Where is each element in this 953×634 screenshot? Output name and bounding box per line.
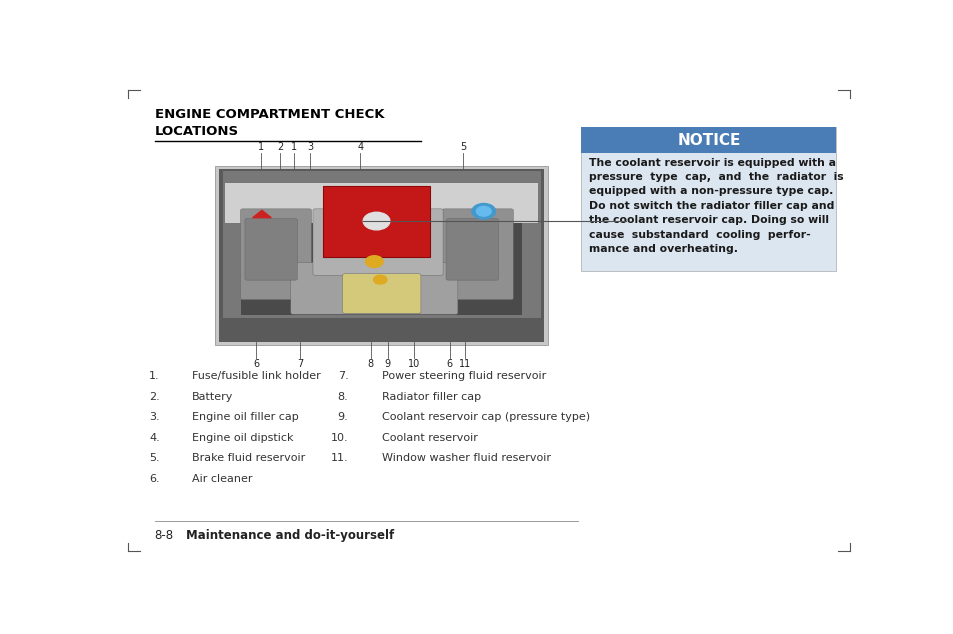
Text: Brake fluid reservoir: Brake fluid reservoir (192, 453, 305, 463)
FancyBboxPatch shape (240, 209, 311, 300)
Text: 5: 5 (459, 142, 466, 152)
FancyBboxPatch shape (241, 183, 521, 315)
Text: 9: 9 (384, 359, 391, 369)
Text: 4.: 4. (149, 433, 160, 443)
Text: 6: 6 (446, 359, 453, 369)
Text: Power steering fluid reservoir: Power steering fluid reservoir (381, 372, 545, 382)
Circle shape (365, 256, 383, 268)
FancyBboxPatch shape (313, 209, 442, 275)
FancyBboxPatch shape (222, 171, 540, 318)
Text: 1: 1 (291, 142, 297, 152)
FancyBboxPatch shape (580, 127, 836, 271)
Text: Coolant reservoir: Coolant reservoir (381, 433, 477, 443)
FancyBboxPatch shape (219, 169, 544, 342)
Text: 7.: 7. (337, 372, 348, 382)
Circle shape (476, 207, 491, 216)
Text: 11: 11 (458, 359, 471, 369)
Circle shape (374, 275, 387, 284)
FancyBboxPatch shape (322, 186, 429, 257)
Text: Coolant reservoir cap (pressure type): Coolant reservoir cap (pressure type) (381, 413, 589, 422)
Text: Engine oil filler cap: Engine oil filler cap (192, 413, 298, 422)
Text: 5.: 5. (149, 453, 160, 463)
Text: Air cleaner: Air cleaner (192, 474, 252, 484)
FancyBboxPatch shape (291, 262, 457, 314)
FancyBboxPatch shape (446, 219, 498, 280)
Text: The coolant reservoir is equipped with a
pressure  type  cap,  and  the  radiato: The coolant reservoir is equipped with a… (588, 158, 842, 254)
Circle shape (363, 212, 390, 230)
Text: 2.: 2. (149, 392, 160, 402)
Text: Window washer fluid reservoir: Window washer fluid reservoir (381, 453, 550, 463)
Text: 10: 10 (408, 359, 420, 369)
Text: 7: 7 (297, 359, 303, 369)
FancyArrow shape (253, 210, 271, 217)
Text: 8.: 8. (337, 392, 348, 402)
Text: 1: 1 (258, 142, 264, 152)
FancyBboxPatch shape (442, 209, 513, 300)
Circle shape (472, 204, 495, 219)
FancyBboxPatch shape (215, 166, 547, 345)
Text: NOTICE: NOTICE (677, 133, 740, 148)
Text: 10.: 10. (331, 433, 348, 443)
Text: 8: 8 (367, 359, 374, 369)
Text: 4: 4 (356, 142, 363, 152)
Text: 8-8: 8-8 (154, 529, 173, 542)
FancyBboxPatch shape (245, 219, 297, 280)
Text: 2: 2 (277, 142, 283, 152)
Text: 6.: 6. (149, 474, 160, 484)
FancyBboxPatch shape (225, 183, 537, 223)
Text: Radiator filler cap: Radiator filler cap (381, 392, 480, 402)
FancyBboxPatch shape (342, 274, 420, 313)
Text: Maintenance and do-it-yourself: Maintenance and do-it-yourself (186, 529, 394, 542)
Text: Battery: Battery (192, 392, 233, 402)
FancyBboxPatch shape (580, 127, 836, 153)
Text: 11.: 11. (331, 453, 348, 463)
Text: 6: 6 (253, 359, 259, 369)
Text: 9.: 9. (337, 413, 348, 422)
Text: Engine oil dipstick: Engine oil dipstick (192, 433, 293, 443)
Text: 3.: 3. (149, 413, 160, 422)
Text: ENGINE COMPARTMENT CHECK
LOCATIONS: ENGINE COMPARTMENT CHECK LOCATIONS (154, 108, 384, 138)
Text: Fuse/fusible link holder: Fuse/fusible link holder (192, 372, 320, 382)
Text: 1.: 1. (149, 372, 160, 382)
Text: 3: 3 (307, 142, 313, 152)
